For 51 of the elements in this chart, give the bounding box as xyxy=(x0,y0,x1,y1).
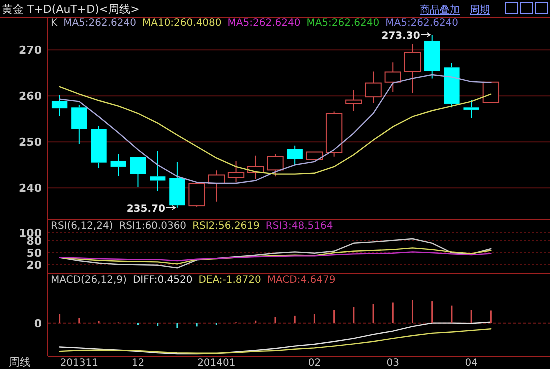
candlestick xyxy=(404,44,422,94)
text: RSI1:60.0360 xyxy=(119,221,187,232)
candlestick xyxy=(464,100,480,119)
y-tick-label: 270 xyxy=(19,44,42,58)
y-tick-label: 260 xyxy=(19,90,42,104)
text: 周期 xyxy=(470,4,490,16)
candlestick xyxy=(228,160,245,184)
candlestick xyxy=(130,157,146,188)
text: RSI3:48.5164 xyxy=(266,221,334,232)
x-tick-label: 201311 xyxy=(60,358,99,369)
chart-title: 黄金 T+D(AuT+D)<周线> xyxy=(2,3,140,16)
y-tick-label: 250 xyxy=(19,136,42,150)
annotation: RSI(6,12,24) xyxy=(51,221,114,232)
annotation: MA5:262.6240 xyxy=(386,18,459,29)
candlestick xyxy=(110,154,126,177)
candlestick xyxy=(365,71,382,104)
text: RSI2:56.2619 xyxy=(192,221,260,232)
x-tick-label: 03 xyxy=(386,358,400,369)
annotation: 273.30 xyxy=(382,31,420,42)
text: MACD(26,12,9) xyxy=(51,275,128,286)
line-series xyxy=(59,238,492,269)
text: DEA:-1.8720 xyxy=(198,275,262,286)
x-tick-label: 02 xyxy=(308,358,322,369)
text: DIFF:0.4520 xyxy=(132,275,193,286)
y-tick-label: 20 xyxy=(26,259,42,272)
x-tick-label: 201401 xyxy=(198,358,236,369)
ref-line-label: 0 xyxy=(34,317,42,330)
candlestick xyxy=(52,94,68,117)
candlestick xyxy=(287,145,303,166)
text: MACD:4.6479 xyxy=(267,275,336,286)
text: MA10:260.4080 xyxy=(142,18,222,29)
candlestick xyxy=(346,90,362,112)
x-tick-label: 12 xyxy=(132,358,145,369)
candlestick xyxy=(150,150,166,192)
annotation: MA5:262.6240 xyxy=(228,18,301,29)
line-series xyxy=(59,252,492,262)
text: 商品叠加 xyxy=(420,4,460,16)
annotation: 235.70 xyxy=(126,204,166,215)
candlestick xyxy=(482,82,500,104)
x-axis-title: 周线 xyxy=(9,356,31,369)
candlestick xyxy=(72,104,88,145)
candlestick xyxy=(208,170,226,202)
x-tick-label: 04 xyxy=(465,358,478,369)
text: MA5:262.6240 xyxy=(64,18,136,29)
candlestick xyxy=(91,126,107,169)
annotation: K xyxy=(51,18,58,29)
y-tick-label: 240 xyxy=(19,182,42,196)
annotation: MA5:262.6240 xyxy=(306,18,380,29)
line-series xyxy=(59,86,492,175)
y-tick-label: 50 xyxy=(26,247,42,260)
candlestick xyxy=(384,62,402,93)
